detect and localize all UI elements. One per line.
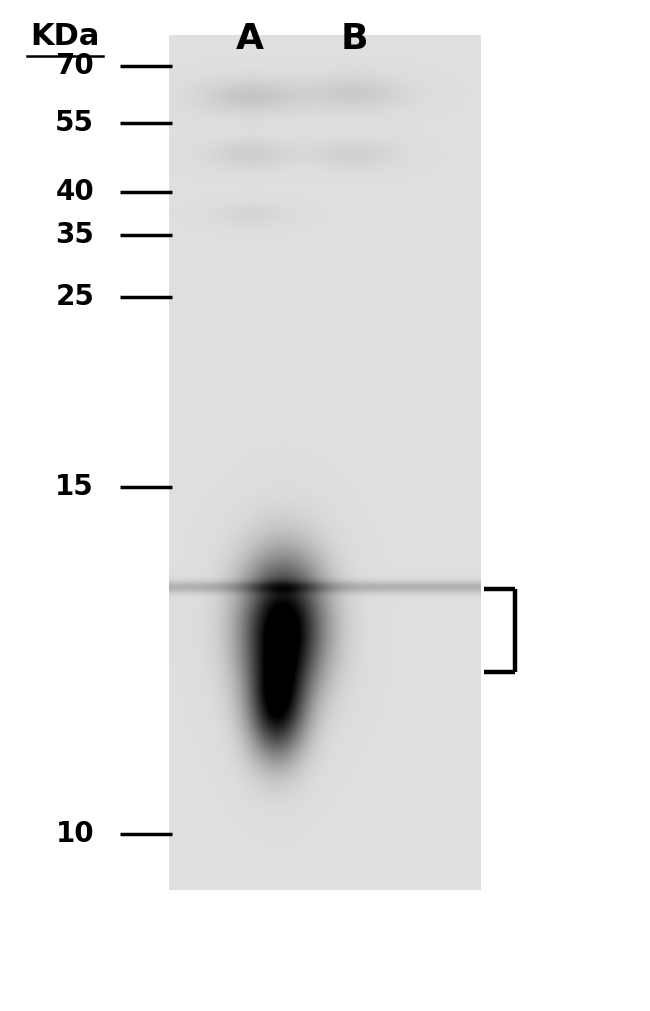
Text: 55: 55 xyxy=(55,109,94,137)
Text: 40: 40 xyxy=(55,178,94,206)
Text: B: B xyxy=(341,22,368,57)
Text: 10: 10 xyxy=(55,820,94,848)
Text: 15: 15 xyxy=(55,473,94,501)
Text: KDa: KDa xyxy=(31,22,99,52)
Text: 35: 35 xyxy=(55,220,94,249)
Text: 25: 25 xyxy=(55,283,94,311)
Text: A: A xyxy=(236,22,265,57)
Text: 70: 70 xyxy=(55,52,94,80)
